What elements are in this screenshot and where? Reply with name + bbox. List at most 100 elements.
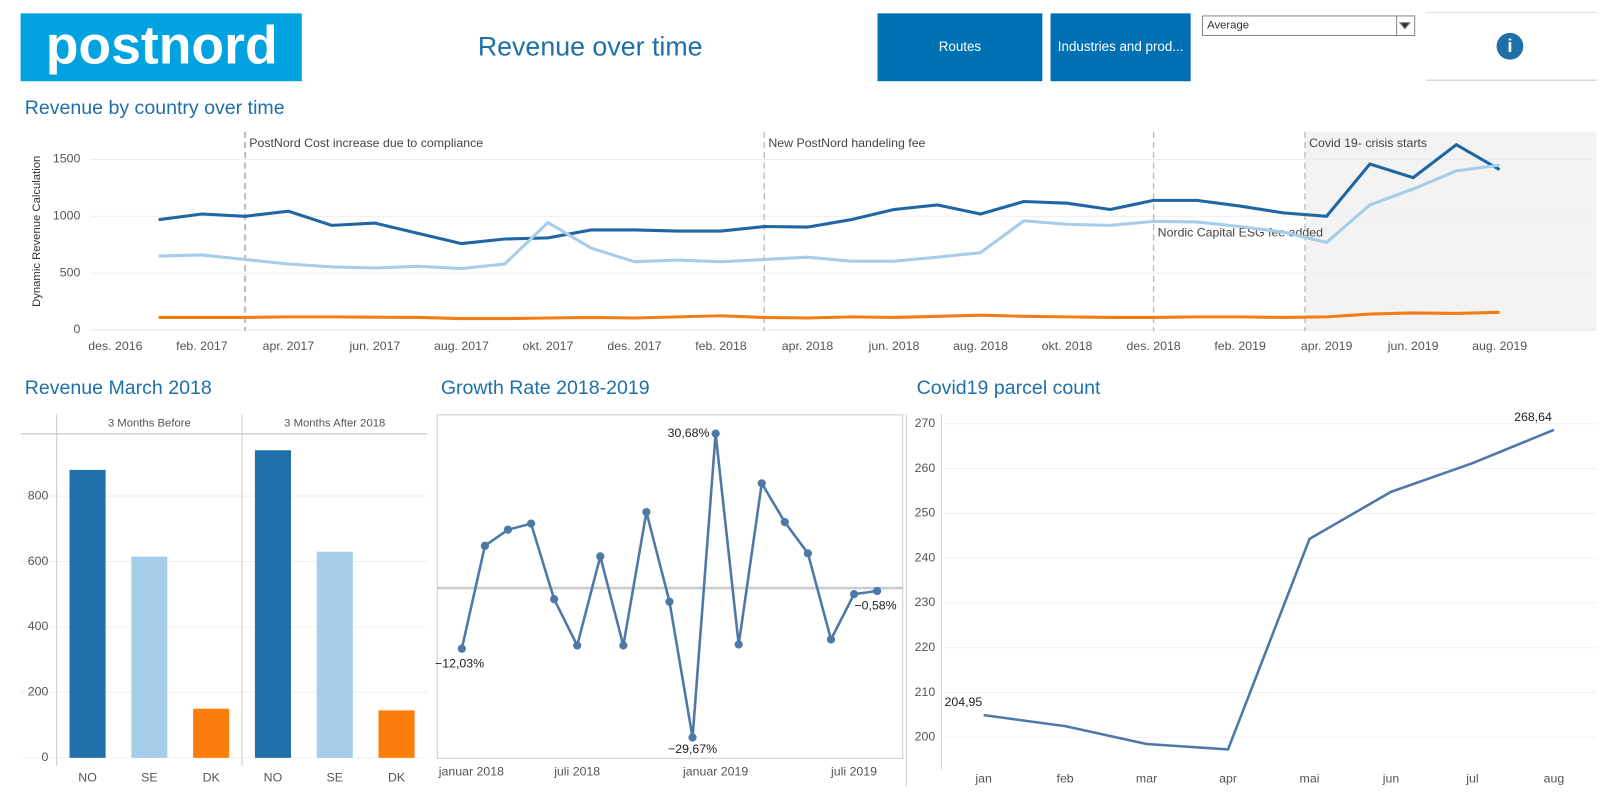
x-tick-label: jul <box>1465 772 1478 786</box>
x-tick-label: des. 2016 <box>88 339 142 353</box>
x-tick-label: jan <box>974 772 992 786</box>
x-tick-label: januar 2018 <box>438 764 504 778</box>
x-tick-label: feb. 2018 <box>695 339 747 353</box>
line <box>460 433 878 738</box>
x-tick-label: des. 2017 <box>607 339 661 353</box>
x-tick-label: apr <box>1219 772 1237 786</box>
facet-label: 3 Months After 2018 <box>284 418 385 430</box>
x-tick-label: mai <box>1300 772 1320 786</box>
button-label[interactable]: Industries and prod... <box>1058 39 1184 54</box>
bar <box>69 469 106 758</box>
point <box>526 519 536 528</box>
point <box>803 549 813 558</box>
point <box>642 507 651 517</box>
x-tick-label: januar 2019 <box>682 764 748 778</box>
annotation: PostNord Cost increase due to compliance <box>249 136 483 150</box>
chart-title: Covid19 parcel count <box>917 377 1101 399</box>
x-tick-label: apr. 2019 <box>1301 339 1353 353</box>
x-tick-label: DK <box>388 771 406 785</box>
x-tick-label: des. 2018 <box>1126 339 1180 353</box>
dropdown[interactable] <box>1201 15 1416 36</box>
y-tick-label: 260 <box>915 461 936 475</box>
x-tick-label: mar <box>1136 772 1157 786</box>
point <box>665 597 674 606</box>
point <box>757 479 766 488</box>
chart-title: Revenue March 2018 <box>25 377 212 399</box>
point <box>849 590 859 599</box>
y-axis-label: Dynamic Revenue Calculation <box>31 156 43 307</box>
x-tick-label: jun. 2017 <box>349 339 401 353</box>
y-tick-label: 1500 <box>53 152 81 166</box>
routes-button[interactable] <box>877 13 1043 82</box>
line <box>158 310 1500 321</box>
annotation: New PostNord handeling fee <box>768 136 925 150</box>
bar <box>254 450 291 758</box>
industries-button[interactable] <box>1050 13 1191 82</box>
x-tick-label: aug. 2019 <box>1472 339 1527 353</box>
line <box>158 163 1500 271</box>
point <box>826 635 836 644</box>
y-tick-label: 800 <box>28 488 49 502</box>
x-tick-label: jun. 2018 <box>868 339 920 353</box>
x-tick-label: feb. 2017 <box>176 339 228 353</box>
x-tick-label: feb. 2019 <box>1214 339 1266 353</box>
y-tick-label: 0 <box>73 322 80 336</box>
x-tick-label: apr. 2018 <box>782 339 834 353</box>
y-tick-label: 500 <box>60 265 81 279</box>
x-tick-label: DK <box>203 771 221 785</box>
x-tick-label: aug <box>1544 772 1565 786</box>
point <box>457 644 466 653</box>
bar <box>378 710 415 758</box>
point <box>503 525 513 534</box>
y-tick-label: 220 <box>915 640 936 654</box>
info-icon[interactable]: i <box>1507 35 1512 56</box>
y-tick-label: 400 <box>28 619 49 633</box>
x-tick-label: SE <box>141 771 157 785</box>
point <box>596 552 605 561</box>
dashboard-title: Revenue over time <box>478 31 703 61</box>
dropdown-value[interactable]: Average <box>1207 20 1249 32</box>
line <box>158 142 1501 246</box>
button-label[interactable]: Routes <box>939 39 982 54</box>
chart-title: Revenue by country over time <box>25 97 285 119</box>
data-label: 30,68% <box>668 426 710 440</box>
x-tick-label: NO <box>264 771 283 785</box>
point <box>734 640 743 649</box>
y-tick-label: 1000 <box>53 209 81 223</box>
y-tick-label: 600 <box>28 554 49 568</box>
y-tick-label: 0 <box>42 750 49 764</box>
y-tick-label: 200 <box>28 685 49 699</box>
x-tick-label: SE <box>327 771 343 785</box>
highlight-region <box>1304 131 1597 332</box>
y-tick-label: 240 <box>915 550 936 564</box>
data-label: 204,95 <box>944 695 982 709</box>
frame <box>436 414 904 759</box>
x-tick-label: aug. 2017 <box>434 339 489 353</box>
annotation: Covid 19- crisis starts <box>1309 136 1427 150</box>
chart-title: Growth Rate 2018-2019 <box>441 377 650 399</box>
y-tick-label: 250 <box>915 506 936 520</box>
y-tick-label: 210 <box>915 685 936 699</box>
info-button[interactable] <box>1496 32 1524 60</box>
logo-box <box>20 13 302 82</box>
point <box>619 641 628 650</box>
annotation: Nordic Capital ESG fee added <box>1158 226 1323 240</box>
point <box>480 541 490 550</box>
y-tick-label: 200 <box>915 730 936 744</box>
line <box>983 428 1555 751</box>
data-label: −12,03% <box>435 656 484 670</box>
point <box>711 429 720 438</box>
bar <box>316 551 353 758</box>
bar <box>193 708 230 758</box>
data-label: −0,58% <box>854 599 896 613</box>
x-tick-label: NO <box>78 771 97 785</box>
x-tick-label: jun. 2019 <box>1387 339 1439 353</box>
point <box>550 595 559 604</box>
x-tick-label: okt. 2018 <box>1042 339 1093 353</box>
point <box>780 518 789 527</box>
data-label: −29,67% <box>668 742 717 756</box>
point <box>573 641 582 650</box>
point <box>688 733 697 742</box>
y-tick-label: 230 <box>915 595 936 609</box>
y-tick-label: 270 <box>915 416 936 430</box>
